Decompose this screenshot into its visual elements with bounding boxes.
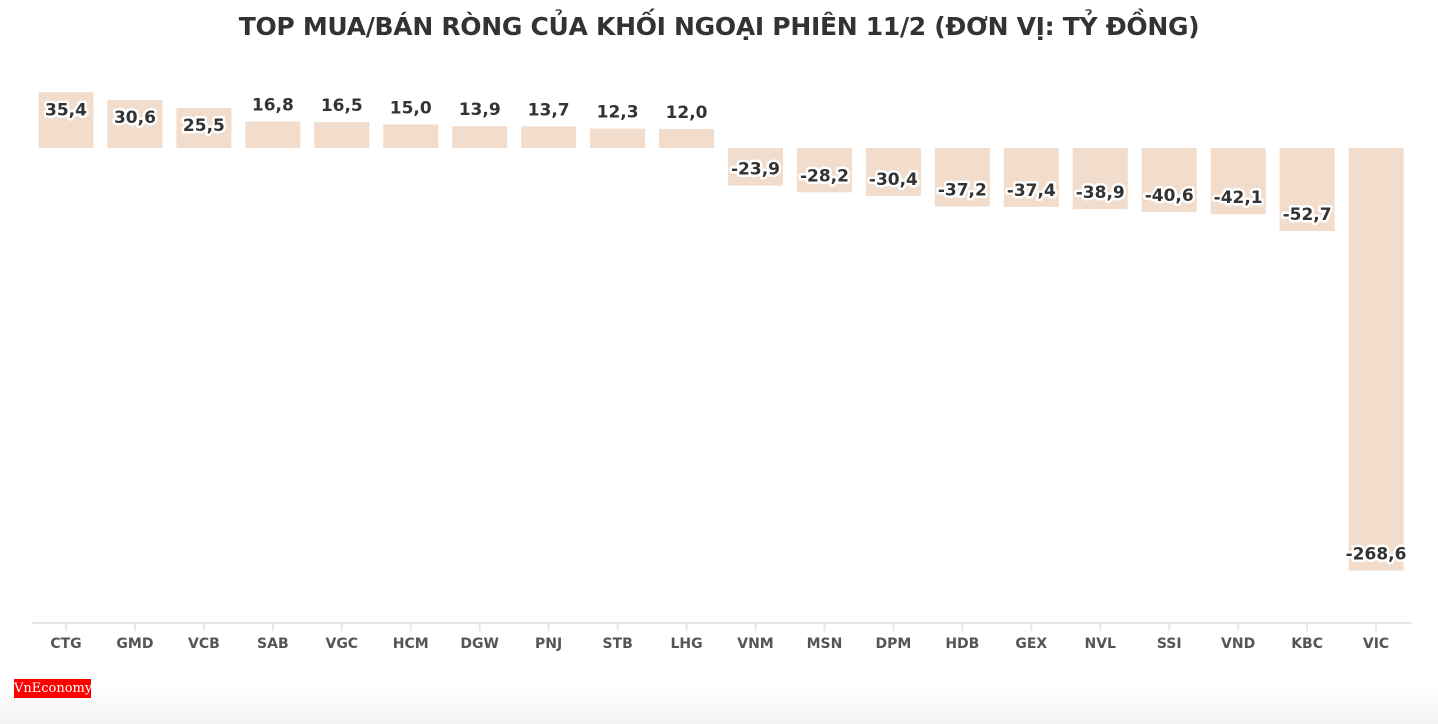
- data-label: -40,6: [1145, 186, 1194, 206]
- category-label: NVL: [1085, 636, 1117, 652]
- data-label: 25,5: [183, 116, 225, 136]
- data-label: -30,4: [869, 170, 918, 190]
- data-label: -28,2: [800, 166, 849, 186]
- data-label: 16,8: [252, 96, 294, 116]
- bar-stb: [590, 128, 646, 148]
- bar-vgc: [314, 122, 370, 148]
- bar-vic: [1348, 148, 1404, 571]
- data-label: -268,6: [1346, 545, 1407, 565]
- data-label: -52,7: [1283, 205, 1332, 225]
- data-label: -38,9: [1076, 183, 1125, 203]
- category-label: GEX: [1015, 636, 1047, 652]
- category-label: VNM: [737, 636, 773, 652]
- data-label: 13,7: [528, 100, 570, 120]
- category-label: HDB: [945, 636, 979, 652]
- category-label: MSN: [807, 636, 843, 652]
- bar-ssi: [1141, 148, 1197, 212]
- bar-hcm: [383, 124, 439, 148]
- bar-vnd: [1210, 148, 1266, 215]
- data-label: -42,1: [1214, 188, 1263, 208]
- bar-vnm: [728, 148, 783, 186]
- bar-pnj: [521, 126, 577, 148]
- category-label: DPM: [875, 636, 911, 652]
- data-label: -23,9: [731, 160, 780, 180]
- bar-gex: [1003, 148, 1059, 207]
- data-label: 35,4: [45, 100, 87, 120]
- data-label: 30,6: [114, 108, 156, 128]
- category-label: PNJ: [535, 636, 562, 652]
- bar-ctg: [38, 92, 94, 148]
- category-label: CTG: [50, 636, 81, 652]
- category-label: STB: [602, 636, 632, 652]
- data-label: -37,4: [1007, 181, 1056, 201]
- bar-dpm: [865, 148, 921, 196]
- data-label: 12,0: [666, 103, 708, 123]
- category-label: GMD: [116, 636, 153, 652]
- data-label: 15,0: [390, 98, 432, 118]
- category-label: SAB: [257, 636, 289, 652]
- bar-hdb: [934, 148, 990, 207]
- bar-kbc: [1279, 148, 1335, 231]
- bar-vcb: [176, 107, 232, 148]
- category-label: SSI: [1157, 636, 1182, 652]
- category-label: VGC: [325, 636, 358, 652]
- bar-nvl: [1072, 148, 1128, 210]
- category-label: DGW: [460, 636, 499, 652]
- category-label: VCB: [188, 636, 220, 652]
- category-label: HCM: [393, 636, 429, 652]
- vneconomy-logo: VnEconomy: [14, 679, 93, 698]
- data-label: 16,5: [321, 96, 363, 116]
- bar-dgw: [452, 126, 508, 148]
- category-label: VIC: [1363, 636, 1389, 652]
- category-label: VND: [1221, 636, 1255, 652]
- chart-title: TOP MUA/BÁN RÒNG CỦA KHỐI NGOẠI PHIÊN 11…: [238, 12, 1200, 41]
- category-label: LHG: [670, 636, 702, 652]
- bar-sab: [245, 121, 301, 148]
- bar-lhg: [659, 129, 715, 148]
- data-label: 13,9: [459, 100, 501, 120]
- bar-gmd: [107, 99, 163, 148]
- bottom-shade: [0, 684, 1438, 724]
- bar-msn: [796, 148, 852, 193]
- data-label: 12,3: [597, 103, 639, 123]
- data-label: -37,2: [938, 181, 987, 201]
- category-label: KBC: [1291, 636, 1323, 652]
